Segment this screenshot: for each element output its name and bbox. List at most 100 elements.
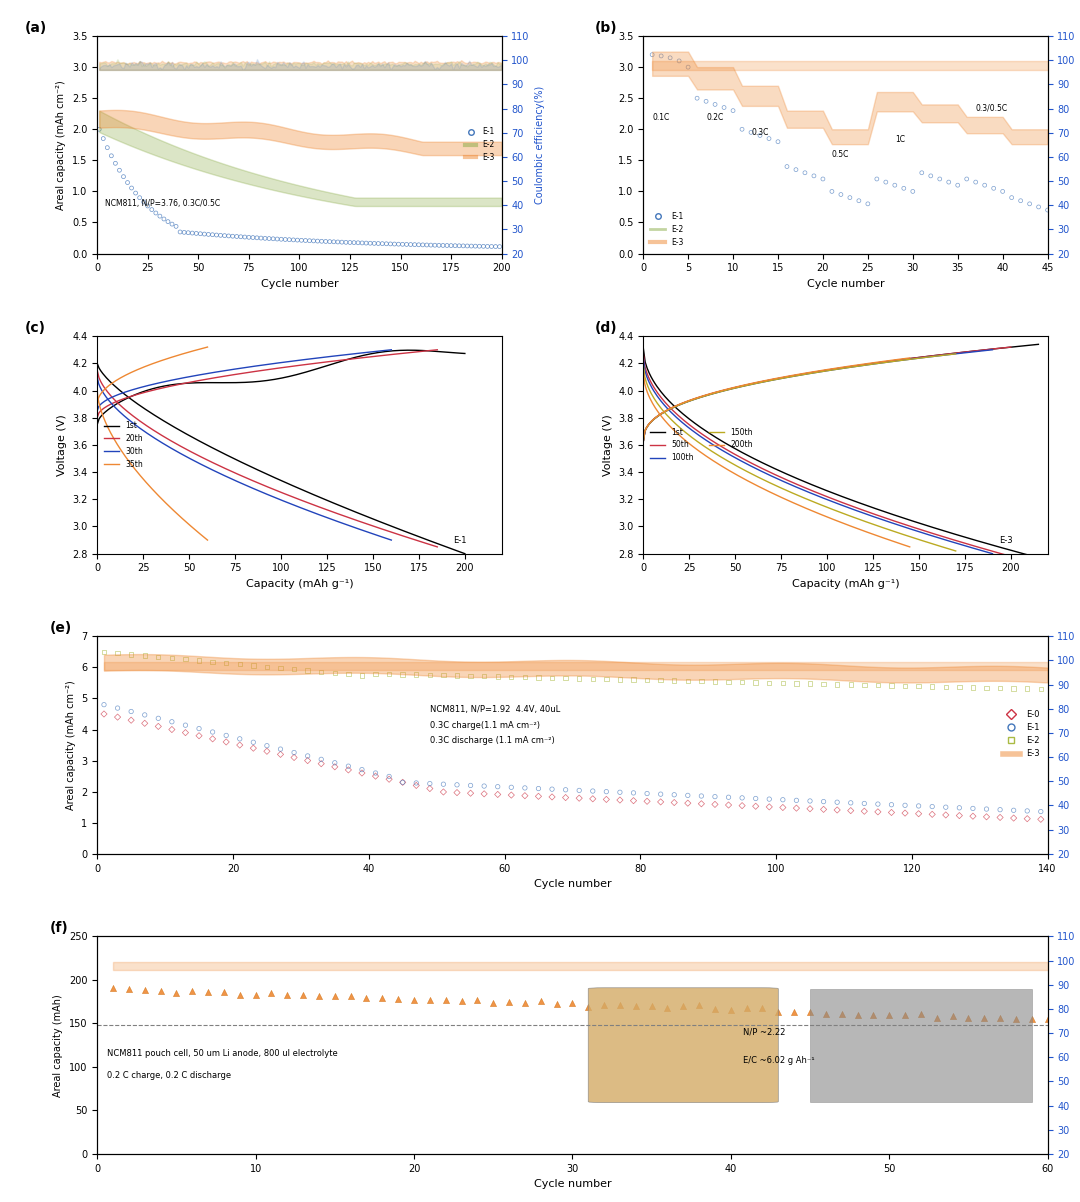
Point	[265, 230, 282, 249]
Point	[491, 237, 509, 256]
Point	[340, 756, 357, 775]
Point	[313, 232, 330, 251]
Point	[190, 651, 207, 671]
Point	[752, 126, 769, 145]
Point	[688, 89, 705, 108]
Y-axis label: Areal capacity (mAh cm⁻²): Areal capacity (mAh cm⁻²)	[56, 79, 67, 209]
Point	[625, 791, 643, 810]
Point	[367, 665, 384, 684]
Point	[177, 724, 194, 743]
Point	[557, 668, 575, 688]
Point	[855, 802, 873, 821]
Point	[828, 674, 846, 694]
Point	[516, 667, 534, 686]
Point	[1018, 802, 1036, 821]
Point	[516, 994, 534, 1013]
Point	[896, 803, 914, 822]
Point	[244, 228, 261, 248]
Point	[390, 989, 407, 1008]
Point	[706, 1000, 724, 1019]
Point	[1023, 1010, 1040, 1029]
Point	[580, 998, 597, 1017]
Point	[453, 992, 470, 1011]
Text: (a): (a)	[25, 20, 46, 35]
Point	[217, 654, 234, 673]
Point	[325, 232, 342, 251]
Point	[597, 670, 615, 689]
Text: 0.2 C charge, 0.2 C discharge: 0.2 C charge, 0.2 C discharge	[107, 1071, 231, 1079]
Point	[156, 209, 173, 228]
Point	[944, 1006, 961, 1025]
Point	[516, 786, 534, 805]
Point	[706, 787, 724, 807]
Point	[910, 677, 928, 696]
Point	[652, 792, 670, 811]
Point	[105, 978, 122, 998]
Point	[421, 774, 438, 793]
Text: (b): (b)	[595, 20, 618, 35]
Point	[738, 999, 755, 1018]
Point	[353, 760, 370, 779]
Point	[611, 995, 629, 1014]
Point	[285, 748, 302, 767]
Point	[977, 678, 995, 697]
Point	[152, 981, 170, 1000]
Point	[679, 58, 697, 77]
Point	[122, 644, 139, 664]
Point	[747, 789, 765, 808]
Point	[1018, 679, 1036, 698]
Point	[467, 237, 484, 256]
Point	[958, 169, 975, 189]
Point	[285, 743, 302, 762]
Point	[994, 182, 1011, 201]
Point	[240, 227, 257, 246]
Point	[167, 983, 185, 1002]
Point	[769, 132, 786, 151]
Point	[435, 666, 453, 685]
Point	[896, 796, 914, 815]
Point	[231, 986, 248, 1005]
Point	[310, 987, 327, 1006]
Legend: E-0, E-1, E-2, E-3: E-0, E-1, E-2, E-3	[1000, 707, 1043, 762]
Point	[801, 799, 819, 819]
Point	[191, 224, 208, 243]
Point	[305, 231, 322, 250]
Point	[659, 999, 676, 1018]
Point	[532, 992, 550, 1011]
Point	[779, 157, 796, 177]
Point	[706, 672, 724, 691]
Point	[326, 757, 343, 776]
Point	[950, 798, 968, 817]
Point	[644, 46, 661, 65]
Point	[446, 236, 463, 255]
Point	[928, 1008, 945, 1028]
Point	[362, 233, 379, 252]
Point	[421, 779, 438, 798]
Point	[564, 993, 581, 1012]
Point	[489, 667, 507, 686]
Point	[91, 120, 108, 139]
Point	[679, 793, 697, 813]
Y-axis label: Voltage (V): Voltage (V)	[56, 413, 67, 476]
Point	[706, 95, 724, 114]
Point	[760, 790, 778, 809]
Point	[760, 673, 778, 692]
Text: 0.3C: 0.3C	[751, 129, 768, 137]
Point	[923, 804, 941, 823]
Point	[215, 983, 232, 1002]
Point	[692, 786, 710, 805]
Point	[895, 179, 913, 198]
Point	[258, 742, 275, 761]
Point	[733, 796, 751, 815]
Point	[665, 671, 683, 690]
Point	[747, 673, 765, 692]
Point	[312, 750, 329, 769]
Point	[95, 129, 112, 148]
Point	[103, 147, 120, 166]
Point	[297, 231, 314, 250]
Point	[665, 793, 683, 813]
Point	[896, 1005, 914, 1024]
Point	[913, 163, 930, 183]
Point	[272, 230, 289, 249]
Point	[611, 670, 629, 689]
